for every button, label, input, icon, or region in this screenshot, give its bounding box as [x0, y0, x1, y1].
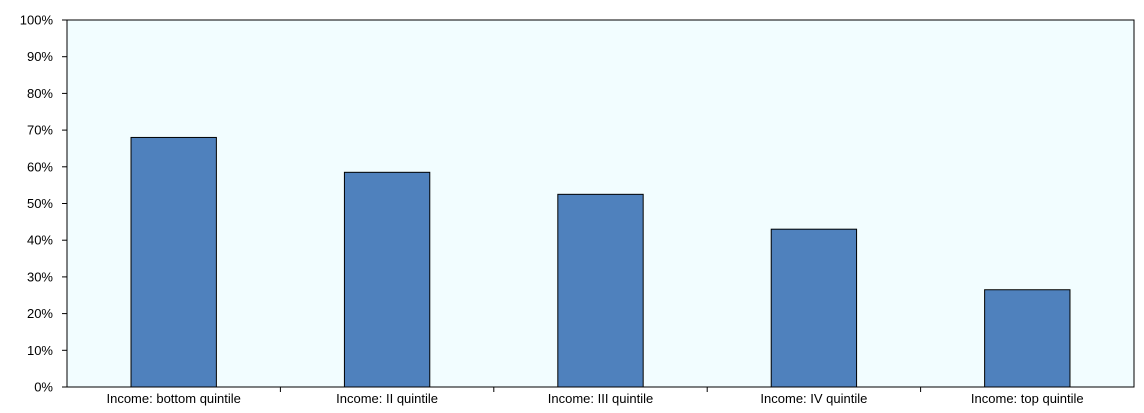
y-tick-label: 100%	[20, 13, 54, 28]
bars	[130, 136, 1071, 388]
bar-3	[557, 193, 644, 388]
y-tick-label: 0%	[34, 380, 53, 395]
y-tick-label: 80%	[27, 86, 53, 101]
y-tick-label: 90%	[27, 49, 53, 64]
x-tick-label: Income: top quintile	[971, 391, 1084, 406]
bar-5	[984, 289, 1071, 388]
bar-2	[343, 171, 431, 388]
y-tick-label: 30%	[27, 269, 53, 284]
y-tick-label: 20%	[27, 306, 53, 321]
x-tick-label: Income: III quintile	[548, 391, 654, 406]
x-axis: Income: bottom quintile Income: II quinti…	[67, 386, 1134, 406]
y-tick-label: 50%	[27, 196, 53, 211]
y-tick-label: 70%	[27, 123, 53, 138]
x-tick-label: Income: bottom quintile	[106, 391, 240, 406]
x-tick-label: Income: II quintile	[336, 391, 438, 406]
y-tick-label: 40%	[27, 233, 53, 248]
bar-1	[130, 136, 217, 388]
bar-4	[770, 228, 858, 388]
y-axis: 0% 10% 20% 30% 40% 50% 60% 70% 80% 90% 100%	[20, 13, 68, 395]
y-tick-label: 60%	[27, 159, 53, 174]
x-tick-label: Income: IV quintile	[760, 391, 867, 406]
y-tick-label: 10%	[27, 343, 53, 358]
